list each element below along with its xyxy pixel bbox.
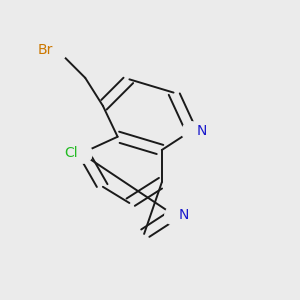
Text: Br: Br [38,43,53,57]
Text: N: N [196,124,207,138]
Text: Cl: Cl [64,146,78,160]
Text: N: N [179,208,189,222]
